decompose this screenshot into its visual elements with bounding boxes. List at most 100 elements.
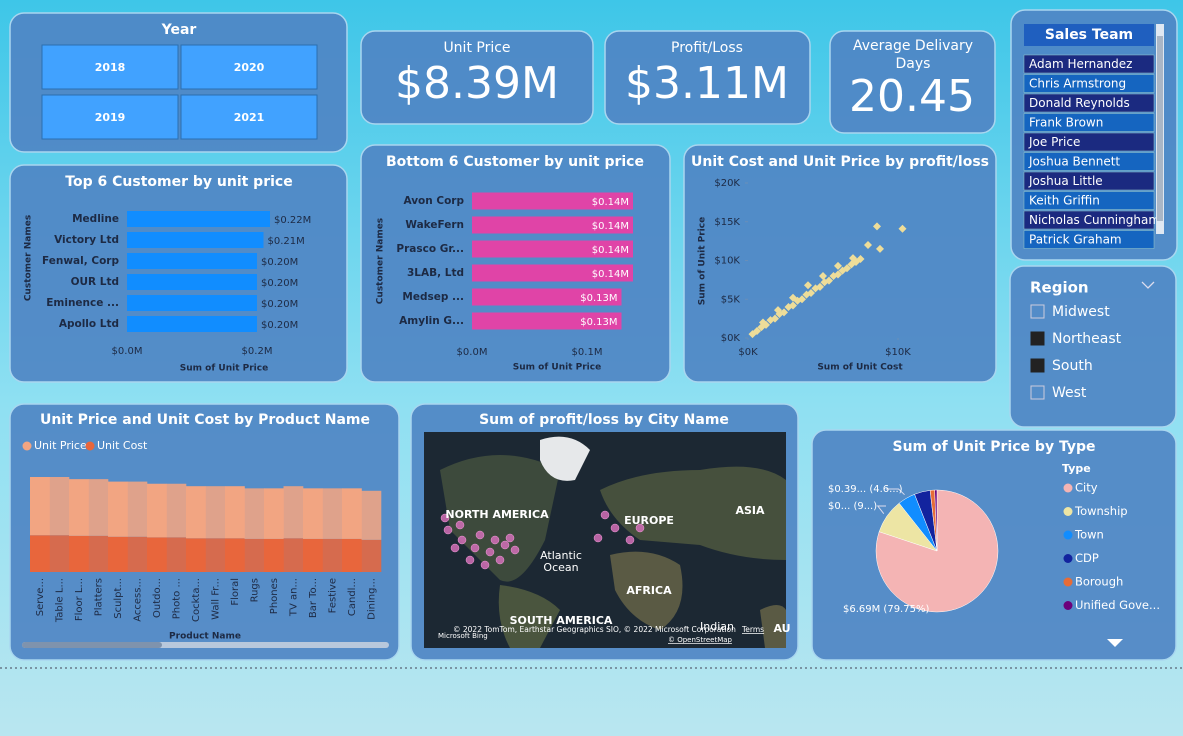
kpi-card — [604, 30, 811, 125]
list-row[interactable] — [1023, 93, 1155, 113]
list-item[interactable]: Frank Brown — [1029, 116, 1103, 130]
list-row[interactable] — [1023, 152, 1155, 171]
legend-swatch — [1063, 507, 1073, 516]
category-label: Medsep ... — [402, 291, 464, 303]
y-axis-title: Customer Names — [376, 218, 386, 304]
slicer-option[interactable]: West — [1052, 385, 1087, 401]
list-item[interactable]: Joe Price — [1028, 135, 1080, 149]
slicer-option[interactable]: Northeast — [1052, 331, 1122, 347]
list-item[interactable]: Patrick Graham — [1029, 233, 1122, 247]
data-label: $0.21M — [268, 236, 305, 247]
map-bubble — [443, 525, 453, 535]
chart-title: Unit Cost and Unit Price by profit/loss — [691, 154, 989, 170]
kpi-value: $3.11M — [625, 58, 789, 109]
list-row[interactable] — [1023, 54, 1155, 74]
list-row[interactable] — [1023, 210, 1155, 230]
x-tick-label: Candl... — [347, 578, 358, 616]
column-segment — [205, 538, 226, 572]
list-item[interactable]: Joshua Bennett — [1028, 155, 1120, 169]
slicer-option[interactable]: 2019 — [95, 111, 126, 124]
slicer-option[interactable]: South — [1052, 358, 1093, 374]
list-row[interactable] — [1023, 171, 1155, 191]
list-row[interactable] — [1023, 113, 1155, 132]
column-segment — [30, 477, 50, 536]
slicer-button[interactable] — [41, 94, 179, 140]
slicer-option[interactable]: 2020 — [234, 61, 265, 74]
scatter-point — [825, 276, 833, 285]
dropdown-chevron[interactable] — [1141, 281, 1155, 289]
scatter-point — [774, 306, 782, 315]
leader-line — [876, 505, 886, 514]
map-bubble — [495, 555, 505, 565]
legend-label: Township — [1074, 504, 1128, 518]
list-item[interactable]: Joshua Little — [1028, 174, 1103, 188]
bar — [127, 295, 257, 311]
bar — [127, 316, 257, 332]
data-label: $6.69M (79.75%) — [843, 604, 929, 615]
x-tick-label: Bar To... — [308, 578, 319, 618]
x-tick-label: Serve... — [35, 578, 46, 616]
legend-label: City — [1075, 481, 1098, 495]
scroll-thumb[interactable] — [1157, 36, 1163, 221]
slicer-option[interactable]: Midwest — [1052, 304, 1110, 320]
category-label: Fenwal, Corp — [42, 255, 119, 267]
checkbox[interactable] — [1030, 358, 1045, 373]
slicer-option[interactable]: 2018 — [95, 61, 126, 74]
category-label: Victory Ltd — [54, 234, 119, 246]
map-label: EUROPE — [624, 514, 674, 527]
data-label: $0.20M — [261, 278, 298, 289]
list-row[interactable] — [1023, 132, 1155, 152]
legend-label: Town — [1074, 528, 1104, 542]
slicer-option[interactable]: 2021 — [234, 111, 265, 124]
slicer-button[interactable] — [41, 44, 179, 90]
legend-label: Unit Cost — [97, 439, 148, 452]
column-segment — [186, 538, 206, 572]
list-item[interactable]: Keith Griffin — [1029, 194, 1100, 208]
checkbox[interactable] — [1030, 304, 1045, 319]
x-tick-label: Wall Fr... — [210, 578, 221, 620]
legend-swatch — [1063, 601, 1073, 610]
data-label: $0.13M — [580, 293, 617, 304]
h-scroll-thumb[interactable] — [22, 642, 162, 648]
category-label: Amylin G... — [399, 315, 464, 327]
list-item[interactable]: Nicholas Cunningham — [1029, 213, 1160, 227]
map-label: Atlantic — [540, 549, 582, 562]
x-tick-label: Sculpt... — [113, 578, 124, 619]
x-tick-label: Floor L... — [74, 578, 85, 621]
x-tick-label: Table L... — [54, 578, 65, 623]
map-terms[interactable]: Terms — [741, 625, 764, 634]
bar — [127, 274, 257, 290]
checkbox[interactable] — [1030, 331, 1045, 346]
map-osm[interactable]: © OpenStreetMap — [668, 636, 733, 644]
list-row[interactable] — [1023, 74, 1155, 93]
scatter-point — [873, 222, 881, 231]
y-tick-label: $0K — [721, 333, 741, 344]
legend-label: Unified Gove... — [1075, 598, 1160, 612]
column-segment — [186, 486, 206, 539]
scroll-arrow[interactable] — [1107, 639, 1123, 647]
data-label: $0... (9...) — [828, 501, 877, 512]
category-label: Prasco Gr... — [396, 243, 464, 255]
kpi-card — [829, 30, 996, 134]
y-tick-label: $20K — [714, 178, 740, 189]
category-label: Eminence ... — [46, 297, 119, 309]
list-item[interactable]: Adam Hernandez — [1029, 57, 1132, 71]
legend-swatch — [1063, 483, 1073, 493]
column-segment — [205, 486, 226, 539]
list-item[interactable]: Chris Armstrong — [1029, 77, 1126, 91]
slicer-button[interactable] — [180, 44, 318, 90]
category-label: WakeFern — [405, 219, 464, 231]
scatter-point — [834, 261, 842, 270]
legend-title: Type — [1062, 462, 1091, 475]
legend-swatch — [1063, 554, 1073, 563]
map-bubble — [600, 510, 610, 520]
map-bubble — [625, 535, 635, 545]
checkbox[interactable] — [1030, 385, 1045, 400]
scatter-point — [780, 308, 788, 317]
list-row[interactable] — [1023, 191, 1155, 210]
x-axis-title: Sum of Unit Cost — [817, 363, 903, 373]
list-item[interactable]: Donald Reynolds — [1029, 96, 1130, 110]
slicer-button[interactable] — [180, 94, 318, 140]
list-row[interactable] — [1023, 230, 1155, 249]
